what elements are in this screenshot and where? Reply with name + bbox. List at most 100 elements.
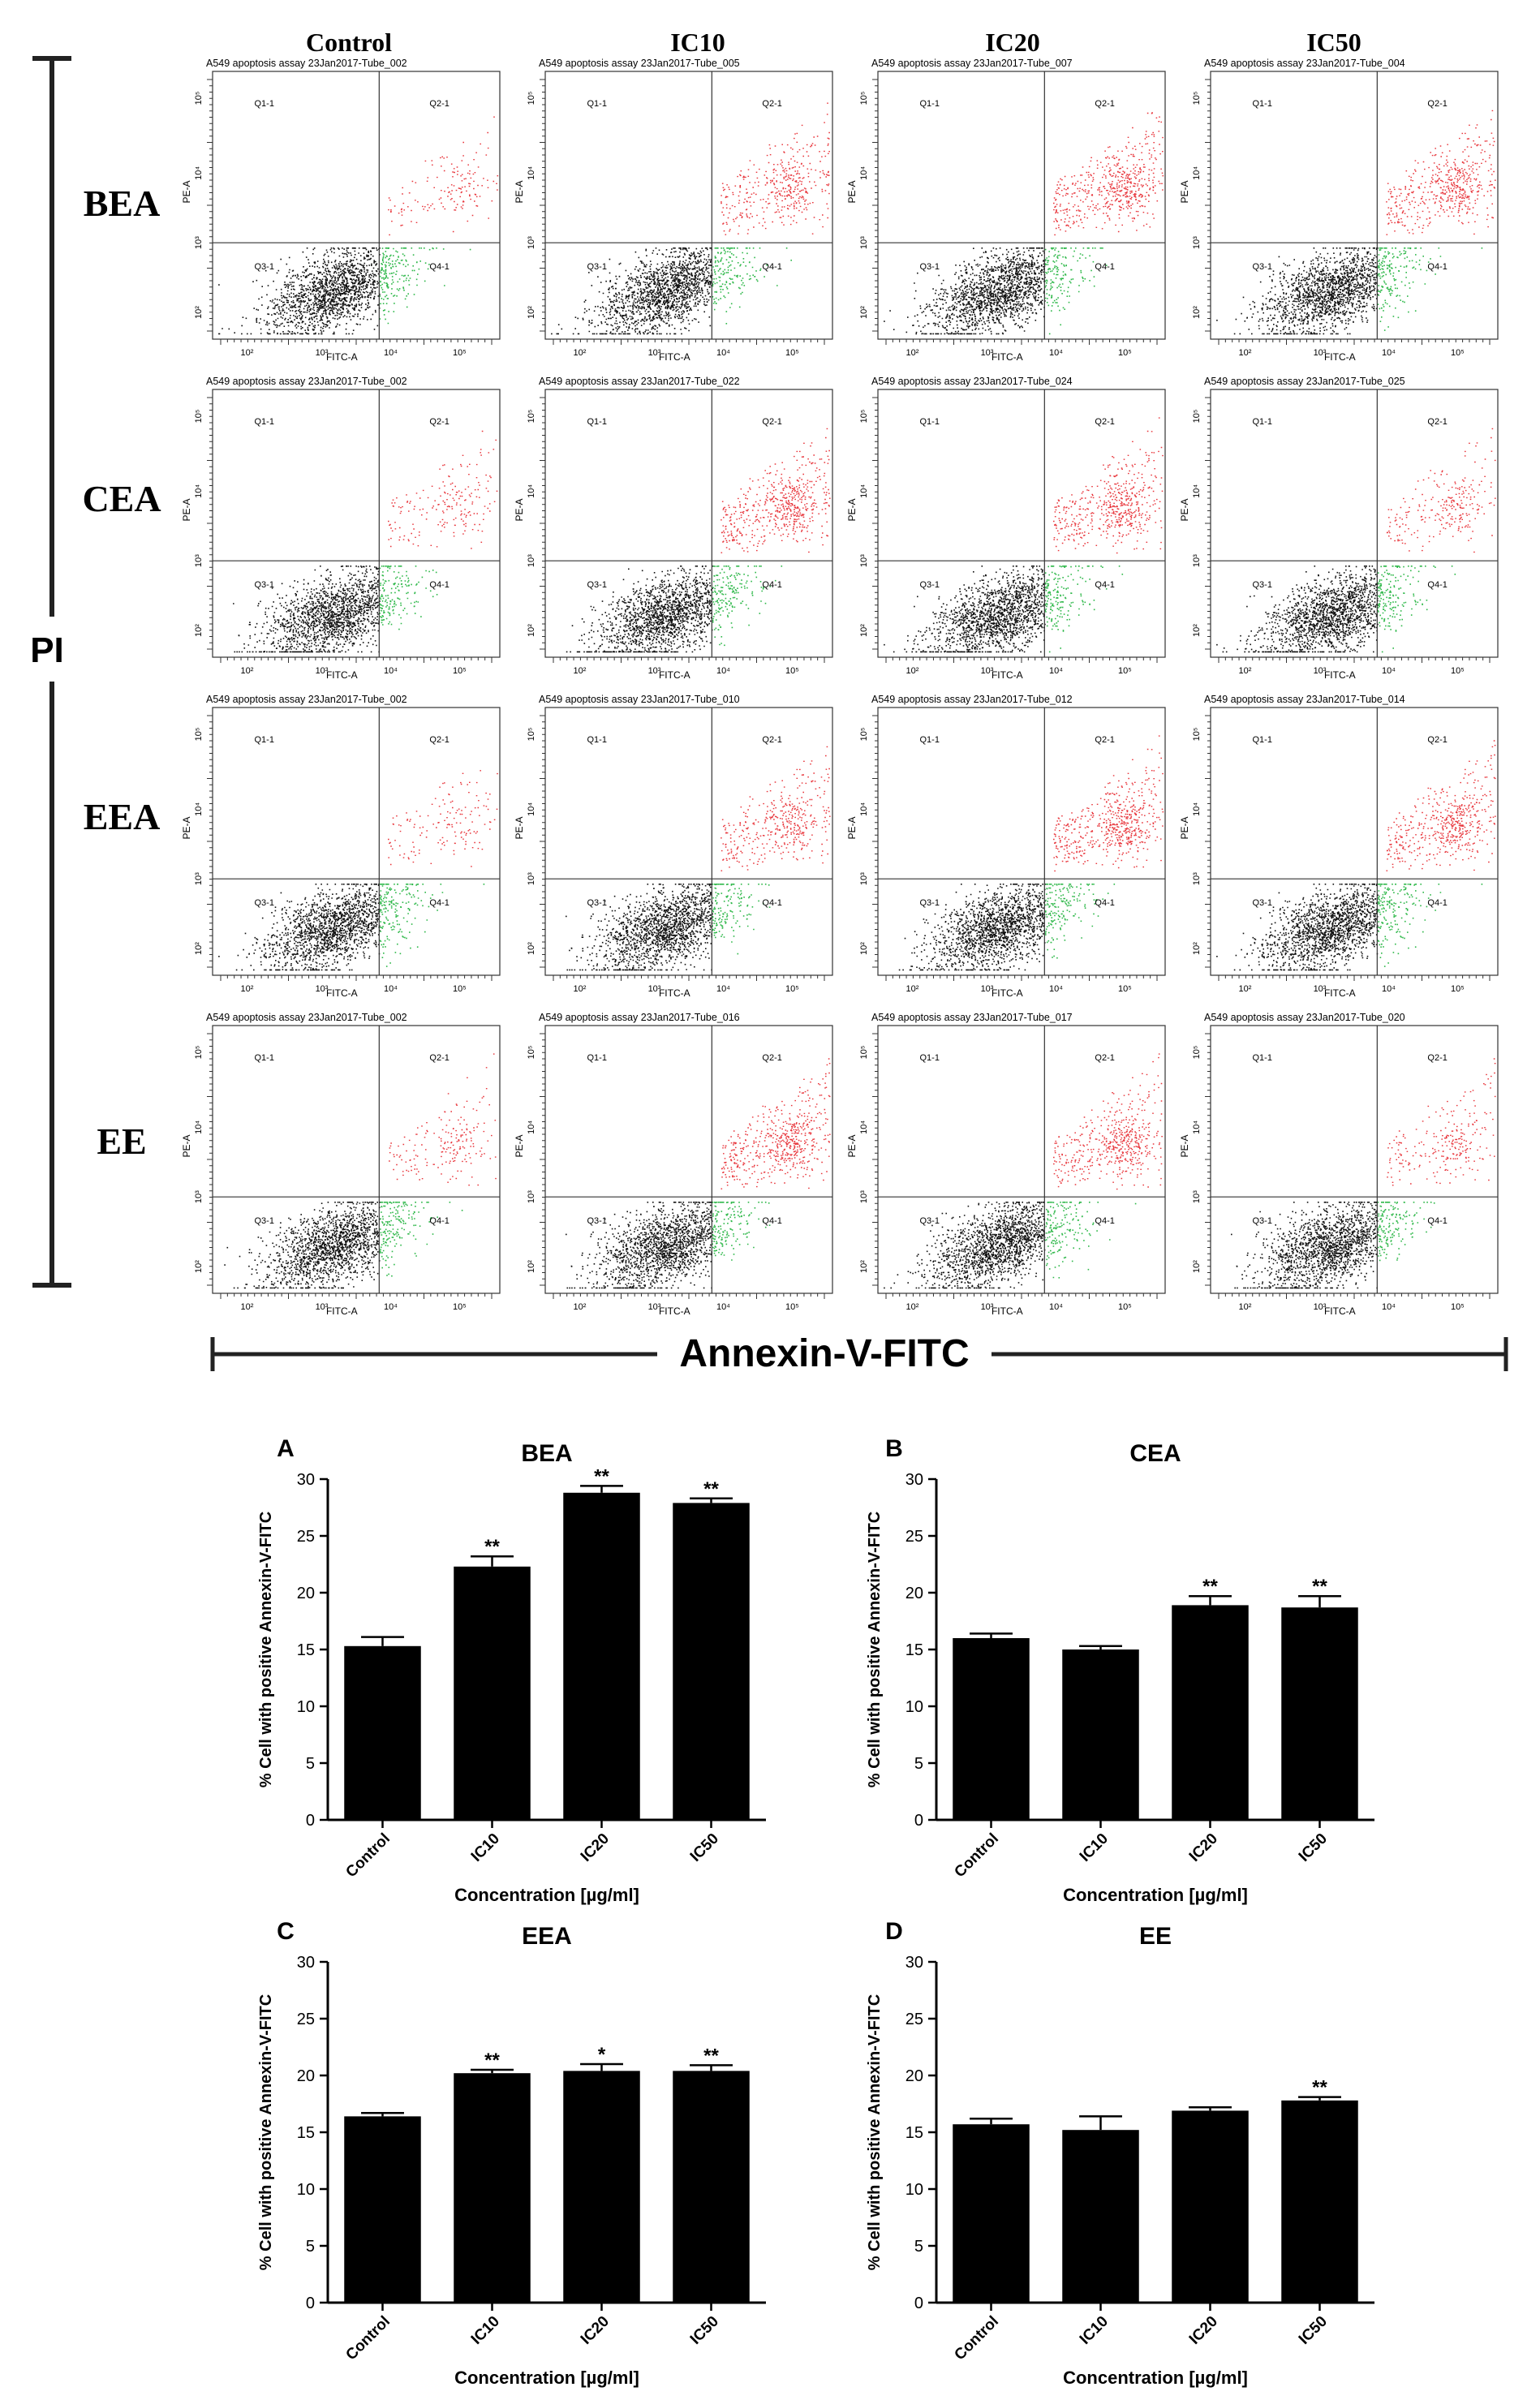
flow-population-q2 — [721, 428, 831, 553]
flow-y-tick-label: 10² — [859, 1260, 869, 1273]
flow-plot-frame — [1210, 389, 1499, 658]
flow-x-tick-label: 10⁵ — [1451, 984, 1465, 994]
quadrant-label-q1: Q1-1 — [919, 99, 939, 109]
flow-x-tick-label: 10³ — [1314, 984, 1327, 994]
flow-x-axis-label: FITC-A — [326, 1305, 358, 1317]
chart-x-tick-label: Control — [951, 1830, 1002, 1882]
quadrant-label-q3: Q3-1 — [254, 580, 273, 590]
flow-population-q3 — [1231, 1202, 1379, 1289]
flow-x-tick-label: 10³ — [981, 1302, 994, 1312]
flow-scatter-points — [224, 1053, 497, 1289]
flow-x-tick-label: 10⁵ — [785, 984, 799, 994]
flow-plot-frame — [212, 707, 501, 976]
flow-x-tick-label: 10⁵ — [1118, 984, 1132, 994]
chart-x-label: Concentration [µg/ml] — [454, 1885, 639, 1905]
flow-y-axis-label: PE-A — [846, 1134, 858, 1157]
flow-x-tick-label: 10³ — [316, 348, 329, 358]
chart-x-label: Concentration [µg/ml] — [454, 2368, 639, 2388]
flow-panel-ee-ic10: A549 apoptosis assay 23Jan2017-Tube_016 Q… — [514, 1012, 833, 1317]
flow-x-tick-label: 10⁵ — [1451, 1302, 1465, 1312]
flow-y-tick-label: 10⁵ — [1192, 728, 1202, 742]
pi-axis-bracket: PI — [30, 56, 71, 1288]
chart-y-tick-label: 0 — [306, 2295, 315, 2312]
chart-y-tick-label: 30 — [297, 1471, 315, 1489]
column-header-ic50: IC50 — [1306, 28, 1361, 57]
chart-y-tick-label: 15 — [297, 2124, 315, 2142]
flow-x-tick-label: 10² — [574, 984, 587, 994]
quadrant-label-q4: Q4-1 — [429, 898, 449, 908]
flow-y-tick-label: 10³ — [1192, 872, 1202, 885]
quadrant-label-q3: Q3-1 — [254, 898, 273, 908]
flow-x-axis-label: FITC-A — [659, 669, 690, 681]
flow-y-tick-label: 10⁴ — [194, 802, 204, 816]
flow-x-tick-label: 10³ — [981, 666, 994, 676]
flow-population-q3 — [218, 884, 381, 971]
flow-scatter-points — [1216, 110, 1496, 335]
quadrant-label-q1: Q1-1 — [919, 1053, 939, 1063]
quadrant-label-q3: Q3-1 — [587, 898, 606, 908]
quadrant-label-q1: Q1-1 — [1252, 735, 1271, 745]
quadrant-label-q2: Q2-1 — [762, 735, 781, 745]
flow-x-tick-label: 10² — [574, 666, 587, 676]
bar-ic50 — [673, 1503, 750, 1820]
quadrant-label-q4: Q4-1 — [762, 898, 781, 908]
chart-x-tick-label: IC50 — [687, 2313, 722, 2348]
chart-y-tick-label: 30 — [906, 1954, 923, 1972]
flow-y-axis-label: PE-A — [1179, 180, 1190, 203]
quadrant-label-q3: Q3-1 — [1252, 580, 1271, 590]
chart-y-tick-label: 25 — [906, 1528, 923, 1546]
quadrant-label-q2: Q2-1 — [762, 99, 781, 109]
flow-y-axis-label: PE-A — [181, 498, 192, 521]
quadrant-label-q4: Q4-1 — [1427, 1216, 1447, 1226]
flow-x-tick-label: 10³ — [648, 984, 661, 994]
flow-population-q2 — [389, 1053, 497, 1186]
flow-x-tick-label: 10⁴ — [1382, 984, 1396, 994]
column-header-ic20: IC20 — [985, 28, 1040, 57]
flow-scatter-points — [566, 428, 831, 653]
flow-y-tick-label: 10⁴ — [859, 1120, 869, 1134]
flow-y-tick-label: 10⁵ — [859, 410, 869, 424]
flow-scatter-points — [566, 746, 831, 971]
flow-population-q3 — [1216, 566, 1379, 653]
flow-population-q4 — [1377, 1202, 1435, 1262]
flow-y-tick-label: 10² — [527, 306, 536, 319]
flow-x-tick-label: 10³ — [316, 1302, 329, 1312]
bar-chart-bea: A BEA 0 5 10 15 20 25 30 % Cell with positive Ann… — [257, 1435, 766, 1905]
flow-x-tick-label: 10⁴ — [1049, 666, 1063, 676]
flow-y-tick-label: 10⁴ — [1192, 1120, 1202, 1134]
significance-marker: ** — [1312, 1576, 1327, 1598]
quadrant-label-q2: Q2-1 — [762, 1053, 781, 1063]
row-label-cea: CEA — [82, 478, 161, 519]
flow-y-axis-label: PE-A — [514, 816, 525, 839]
flow-population-q2 — [721, 102, 830, 235]
chart-panel-letter: C — [277, 1918, 295, 1945]
flow-y-tick-label: 10³ — [527, 872, 536, 885]
quadrant-label-q1: Q1-1 — [919, 735, 939, 745]
quadrant-label-q2: Q2-1 — [429, 735, 449, 745]
flow-y-tick-label: 10⁵ — [1192, 410, 1202, 424]
flow-scatter-points — [1231, 1058, 1496, 1289]
flow-population-q4 — [379, 247, 471, 325]
bar-chart-eea: C EEA 0 5 10 15 20 25 30 % Cell with positive Ann… — [257, 1918, 766, 2388]
flow-x-tick-label: 10⁵ — [1118, 1302, 1132, 1312]
quadrant-label-q1: Q1-1 — [587, 1053, 606, 1063]
flow-x-tick-label: 10⁵ — [453, 984, 467, 994]
flow-population-q3 — [884, 566, 1046, 653]
flow-y-tick-label: 10³ — [194, 872, 204, 885]
significance-marker: * — [598, 2044, 606, 2066]
significance-marker: ** — [484, 1536, 500, 1558]
flow-y-tick-label: 10² — [527, 942, 536, 955]
flow-y-tick-label: 10² — [1192, 306, 1202, 319]
bar-ic20 — [1172, 1605, 1249, 1820]
flow-panel-title: A549 apoptosis assay 23Jan2017-Tube_004 — [1204, 58, 1405, 69]
bar-ic10 — [1062, 2130, 1139, 2303]
chart-y-tick-label: 5 — [306, 2238, 315, 2256]
flow-population-q2 — [1386, 110, 1496, 235]
quadrant-label-q3: Q3-1 — [919, 580, 939, 590]
flow-y-tick-label: 10³ — [859, 1190, 869, 1203]
flow-scatter-points — [1216, 428, 1496, 653]
flow-x-tick-label: 10² — [1239, 1302, 1252, 1312]
quadrant-label-q1: Q1-1 — [1252, 99, 1271, 109]
flow-scatter-points — [1216, 740, 1496, 971]
flow-scatter-points — [884, 1053, 1163, 1289]
